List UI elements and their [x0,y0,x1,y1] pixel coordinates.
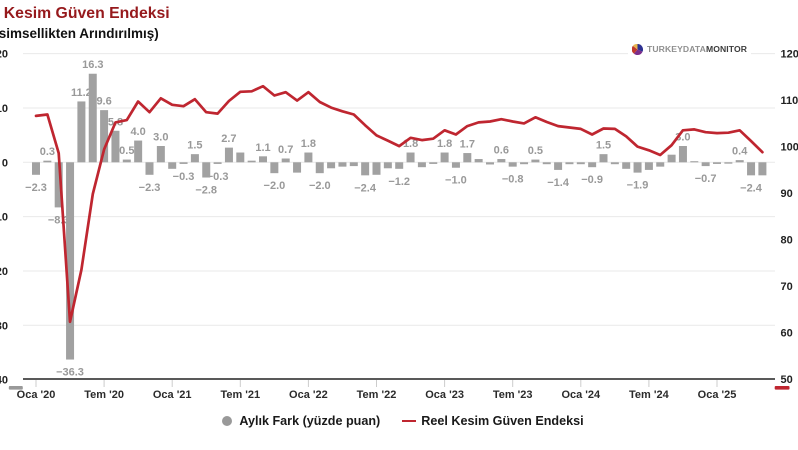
svg-text:Tem '21: Tem '21 [220,389,260,401]
svg-text:10: 10 [0,103,8,115]
svg-text:−2.0: −2.0 [309,180,331,192]
svg-text:−36.3: −36.3 [56,367,84,379]
svg-text:100: 100 [781,142,798,154]
svg-text:−1.0: −1.0 [445,175,467,187]
svg-text:1.5: 1.5 [596,140,611,152]
svg-text:70: 70 [781,281,793,293]
svg-text:−2.4: −2.4 [740,182,763,194]
svg-text:Tem '20: Tem '20 [84,389,124,401]
svg-text:110: 110 [781,95,798,107]
svg-text:4.0: 4.0 [130,126,145,138]
svg-text:−2.3: −2.3 [25,182,47,194]
svg-text:−30: −30 [0,320,8,332]
svg-text:Tem '23: Tem '23 [493,389,533,401]
svg-text:0.6: 0.6 [494,145,509,157]
svg-text:−2.3: −2.3 [139,182,161,194]
svg-text:16.3: 16.3 [82,59,103,71]
svg-text:−1.4: −1.4 [547,177,570,189]
svg-text:0.4: 0.4 [732,146,748,158]
svg-text:−40: −40 [0,375,8,387]
svg-text:−0.7: −0.7 [695,173,717,185]
svg-text:Tem '24: Tem '24 [629,389,670,401]
svg-text:Oca '23: Oca '23 [425,389,464,401]
svg-text:120: 120 [781,49,798,61]
svg-text:20: 20 [0,49,8,61]
svg-text:1.5: 1.5 [187,140,202,152]
svg-text:Oca '22: Oca '22 [289,389,328,401]
svg-text:−1.2: −1.2 [388,176,410,188]
svg-text:Oca '25: Oca '25 [698,389,737,401]
svg-text:90: 90 [781,188,793,200]
svg-text:60: 60 [781,328,793,340]
svg-text:−0.9: −0.9 [581,174,603,186]
svg-text:50: 50 [781,374,793,386]
svg-text:−20: −20 [0,266,8,278]
svg-text:80: 80 [781,235,793,247]
svg-text:Oca '20: Oca '20 [17,389,56,401]
svg-text:Oca '21: Oca '21 [153,389,192,401]
svg-text:2.7: 2.7 [221,133,236,145]
svg-text:1.7: 1.7 [460,139,475,151]
svg-text:0.5: 0.5 [119,145,134,157]
svg-text:0.5: 0.5 [528,145,543,157]
svg-text:1.8: 1.8 [437,138,452,150]
svg-text:−10: −10 [0,212,8,224]
svg-text:1.1: 1.1 [255,142,270,154]
svg-text:9.6: 9.6 [96,96,111,108]
svg-text:0: 0 [2,157,8,169]
svg-text:−0.3: −0.3 [173,171,195,183]
svg-text:0.7: 0.7 [278,144,293,156]
svg-text:3.0: 3.0 [153,132,168,144]
svg-text:−2.0: −2.0 [264,180,286,192]
svg-text:−1.9: −1.9 [627,180,649,192]
svg-text:−2.8: −2.8 [195,185,217,197]
svg-text:−2.4: −2.4 [354,182,377,194]
svg-text:Oca '24: Oca '24 [561,389,601,401]
svg-text:1.8: 1.8 [301,138,316,150]
svg-text:11.2: 11.2 [71,87,92,99]
svg-text:0.3: 0.3 [40,146,55,158]
svg-text:−0.3: −0.3 [207,171,229,183]
svg-text:Tem '22: Tem '22 [357,389,397,401]
svg-text:−0.8: −0.8 [502,174,524,186]
